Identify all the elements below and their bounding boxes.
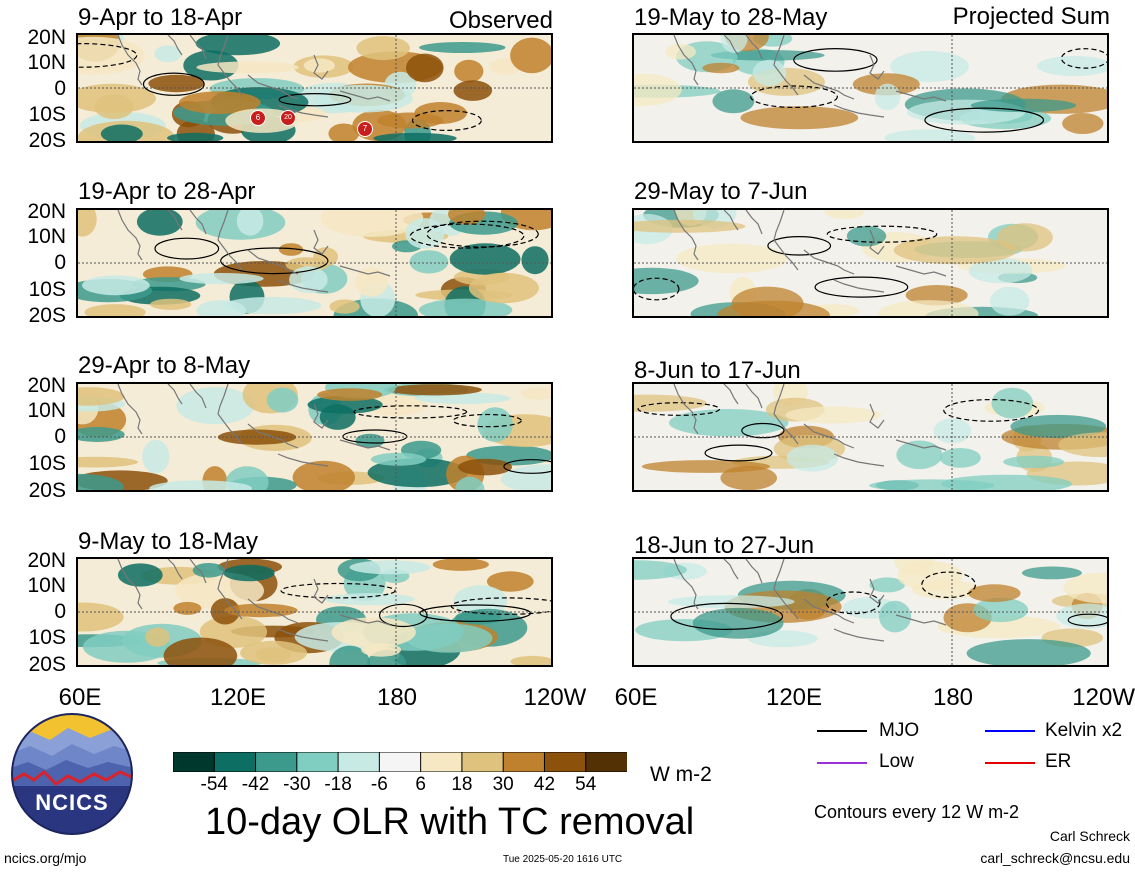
legend-swatch-mjo [817,730,867,732]
lat-label: 10S [28,278,66,301]
olr-anomaly-map [634,35,1107,141]
lat-label: 20S [28,304,66,327]
lat-label: 20N [27,549,66,572]
tc-marker: 20 [280,110,296,126]
lon-label: 180 [376,684,418,711]
author-email[interactable]: carl_schreck@ncsu.edu [980,850,1130,866]
lon-label: 120W [1072,686,1135,710]
panel-title-obs-3: 29-Apr to 8-May [78,352,251,379]
colorbar-tick-label: 6 [415,774,426,795]
lat-label: 20S [28,479,66,502]
map-panel-obs-3 [76,382,553,492]
lon-label: 60E [614,684,658,711]
colorbar-swatch [420,751,463,773]
colorbar-swatch [461,751,505,773]
colorbar-swatch [172,751,216,773]
lat-label: 20N [27,26,66,49]
olr-anomaly-map [634,210,1107,316]
olr-anomaly-map [78,384,551,490]
colorbar-swatch [543,751,587,773]
legend-label-low: Low [879,751,914,772]
colorbar-tick-label: -54 [200,774,228,795]
colorbar-tick-label: -30 [283,774,311,795]
lon-label: 180 [932,684,974,711]
projected-sum-label: Projected Sum [952,3,1110,30]
legend-swatch-kelvin [985,730,1035,732]
colorbar-swatch [213,751,257,773]
colorbar-swatch [296,751,340,773]
contour-interval-note: Contours every 12 W m-2 [814,802,1020,822]
lon-label: 120W [523,684,587,711]
lat-label: 10N [27,51,66,74]
olr-anomaly-map [78,35,551,141]
lat-label: 0 [54,251,66,274]
lat-label: 0 [54,600,66,623]
lat-label: 0 [54,425,66,448]
ncics-logo: NCICS [10,712,134,836]
lon-label: 120E [209,684,267,711]
panel-title-proj-2: 29-May to 7-Jun [634,178,808,205]
observed-label: Observed [448,7,553,34]
lat-label: 10S [28,626,66,649]
tc-marker: 7 [357,121,373,137]
colorbar-tick-label: -6 [370,774,388,795]
colorbar [172,751,629,773]
colorbar-swatch [337,751,381,773]
lat-label: 20S [28,129,66,152]
author-name: Carl Schreck [1049,828,1130,844]
olr-anomaly-map [78,210,551,316]
lat-label: 10N [27,574,66,597]
colorbar-swatch [502,751,546,773]
lat-label: 20S [28,653,66,676]
lat-label: 10N [27,225,66,248]
map-panel-proj-3 [632,382,1109,492]
legend-swatch-er [985,762,1035,764]
timestamp: Tue 2025-05-20 1616 UTC [503,854,623,865]
map-panel-proj-2 [632,208,1109,318]
map-panel-obs-2 [76,208,553,318]
lat-label: 20N [27,374,66,397]
colorbar-swatch [255,751,298,773]
panel-title-proj-3: 8-Jun to 17-Jun [634,357,801,384]
colorbar-tick-label: 42 [533,774,556,795]
lat-label: 10S [28,452,66,475]
source-url[interactable]: ncics.org/mjo [4,850,87,866]
colorbar-swatch [585,751,629,773]
map-panel-obs-4 [76,557,553,667]
lat-label: 0 [54,77,66,100]
colorbar-tick-label: 18 [451,774,473,795]
colorbar-units: W m-2 [650,763,712,786]
colorbar-swatch [378,751,422,773]
tc-marker: 6 [250,110,266,126]
olr-anomaly-map [634,384,1107,490]
map-panel-obs-1 [76,33,553,143]
colorbar-tick-label: 30 [492,774,514,795]
map-panel-proj-1 [632,33,1109,143]
figure-title: 10-day OLR with TC removal [205,801,695,843]
lon-label: 120E [765,684,823,711]
map-panel-proj-4 [632,557,1109,667]
lat-label: 10N [27,399,66,422]
olr-anomaly-map [634,559,1107,665]
colorbar-tick-label: -18 [324,774,352,795]
lon-label: 60E [58,684,102,711]
lat-label: 20N [27,200,66,223]
legend-label-kelvin: Kelvin x2 [1045,720,1123,741]
colorbar-tick-label: 54 [575,774,597,795]
legend-label-er: ER [1045,751,1072,772]
panel-title-obs-2: 19-Apr to 28-Apr [78,178,256,205]
lat-label: 10S [28,103,66,126]
panel-title-obs-1: 9-Apr to 18-Apr [78,4,243,31]
panel-title-proj-1: 19-May to 28-May [634,4,828,31]
olr-anomaly-map [78,559,551,665]
colorbar-tick-label: -42 [241,774,270,795]
panel-title-obs-4: 9-May to 18-May [78,528,259,555]
legend-swatch-low [817,762,867,764]
logo-text: NCICS [35,790,109,815]
panel-title-proj-4: 18-Jun to 27-Jun [634,532,815,559]
legend-label-mjo: MJO [879,720,920,741]
